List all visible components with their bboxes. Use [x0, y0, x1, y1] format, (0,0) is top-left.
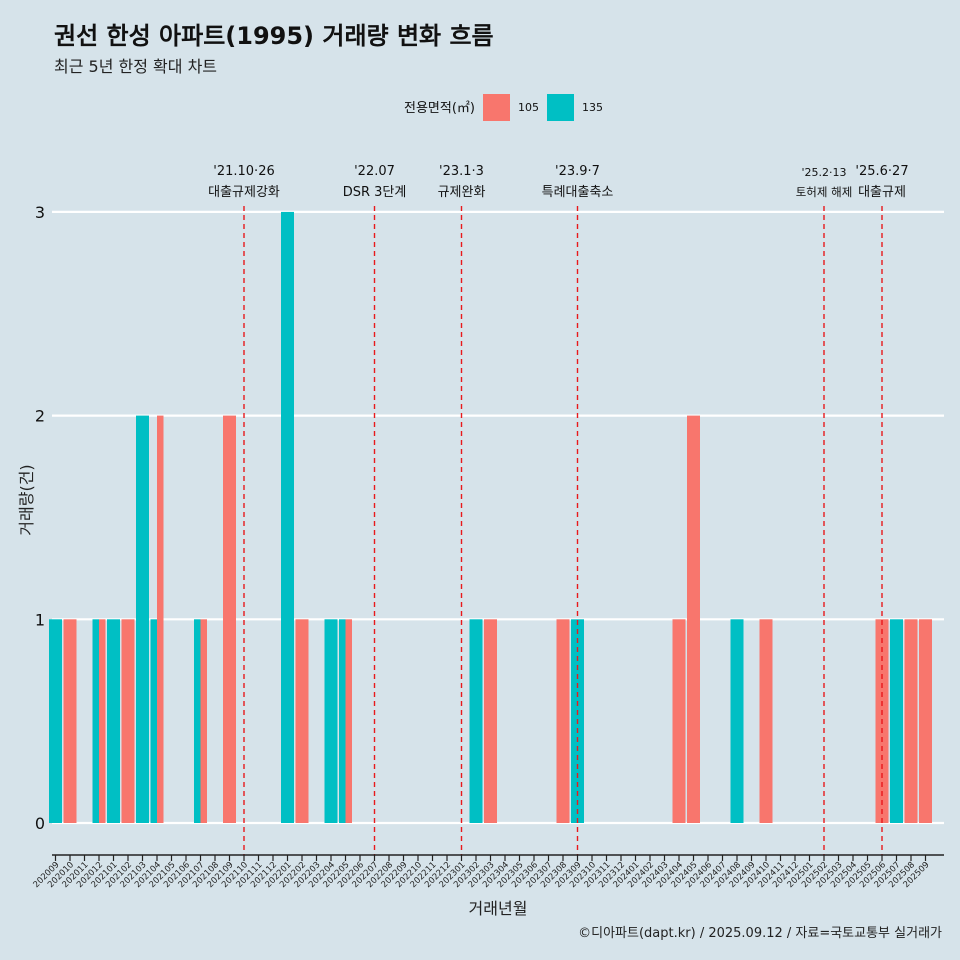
bar-105-202410 [759, 619, 773, 823]
legend-swatch-105 [483, 94, 510, 121]
event-label-202301: 규제완화 [438, 185, 486, 200]
y-tick-label-1: 1 [35, 610, 45, 629]
y-axis-title: 거래량(건) [17, 464, 36, 535]
bar-135-202205 [339, 619, 346, 823]
page-subtitle: 최근 5년 한정 확대 차트 [54, 57, 218, 76]
bar-105-202205 [345, 619, 352, 823]
event-label-202207: DSR 3단계 [343, 185, 407, 200]
bar-105-202404 [672, 619, 686, 823]
event-date-202506: '25.6·27 [855, 164, 908, 179]
bar-135-202101 [107, 619, 120, 823]
event-date-202301: '23.1·3 [439, 164, 484, 179]
bar-105-202012 [99, 619, 106, 823]
bar-135-202009 [49, 619, 62, 823]
bar-105-202010 [63, 619, 77, 823]
y-axis: 0 1 2 3 [35, 203, 45, 833]
event-date-202207: '22.07 [354, 164, 395, 179]
legend-label-135: 135 [582, 101, 603, 114]
bar-105-202509 [919, 619, 932, 823]
bar-105-202102 [121, 619, 135, 823]
bar-135-202408 [730, 619, 744, 823]
x-axis: 2020092020102020112020122021012021022021… [32, 854, 944, 890]
bar-105-202508 [904, 619, 918, 823]
bar-135-202204 [324, 619, 338, 823]
bar-105-202308 [556, 619, 570, 823]
event-label-202502: 토허제 해제 [796, 185, 853, 199]
bar-135-202201 [281, 211, 294, 823]
y-tick-label-3: 3 [35, 203, 45, 222]
bar-105-202303 [484, 619, 497, 823]
bar-105-202109 [223, 415, 236, 823]
page-title: 권선 한성 아파트(1995) 거래량 변화 흐름 [54, 22, 494, 50]
bar-135-202012 [92, 619, 99, 823]
bar-135-202104 [150, 619, 157, 823]
y-tick-label-0: 0 [35, 814, 45, 833]
bar-135-202103 [136, 415, 149, 823]
event-date-202502: '25.2·13 [801, 166, 846, 179]
event-lines: '21.10·26 대출규제강화 '22.07 DSR 3단계 '23.1·3 규제완화 '… [208, 164, 909, 855]
event-label-202506: 대출규제 [858, 185, 906, 200]
x-axis-title: 거래년월 [469, 899, 528, 918]
event-label-202309: 특례대출축소 [542, 185, 614, 200]
bar-135-202107 [194, 619, 201, 823]
legend: 전용면적(㎡) 105 135 [404, 94, 603, 121]
bar-105-202107 [200, 619, 207, 823]
y-tick-label-2: 2 [35, 407, 45, 426]
bar-135-202302 [469, 619, 483, 823]
bar-105-202104 [157, 415, 164, 823]
gridlines [52, 210, 944, 825]
bar-105-202405 [687, 415, 700, 823]
event-label-202110: 대출규제강화 [208, 185, 280, 200]
bar-135-202507 [890, 619, 903, 823]
source-caption: ©디아파트(dapt.kr) / 2025.09.12 / 자료=국토교통부 실… [578, 926, 942, 941]
event-date-202309: '23.9·7 [555, 164, 600, 179]
legend-label-105: 105 [518, 101, 539, 114]
bar-105-202202 [295, 619, 309, 823]
event-date-202110: '21.10·26 [213, 164, 274, 179]
legend-swatch-135 [547, 94, 574, 121]
bars [49, 211, 932, 823]
legend-title: 전용면적(㎡) [404, 101, 475, 116]
